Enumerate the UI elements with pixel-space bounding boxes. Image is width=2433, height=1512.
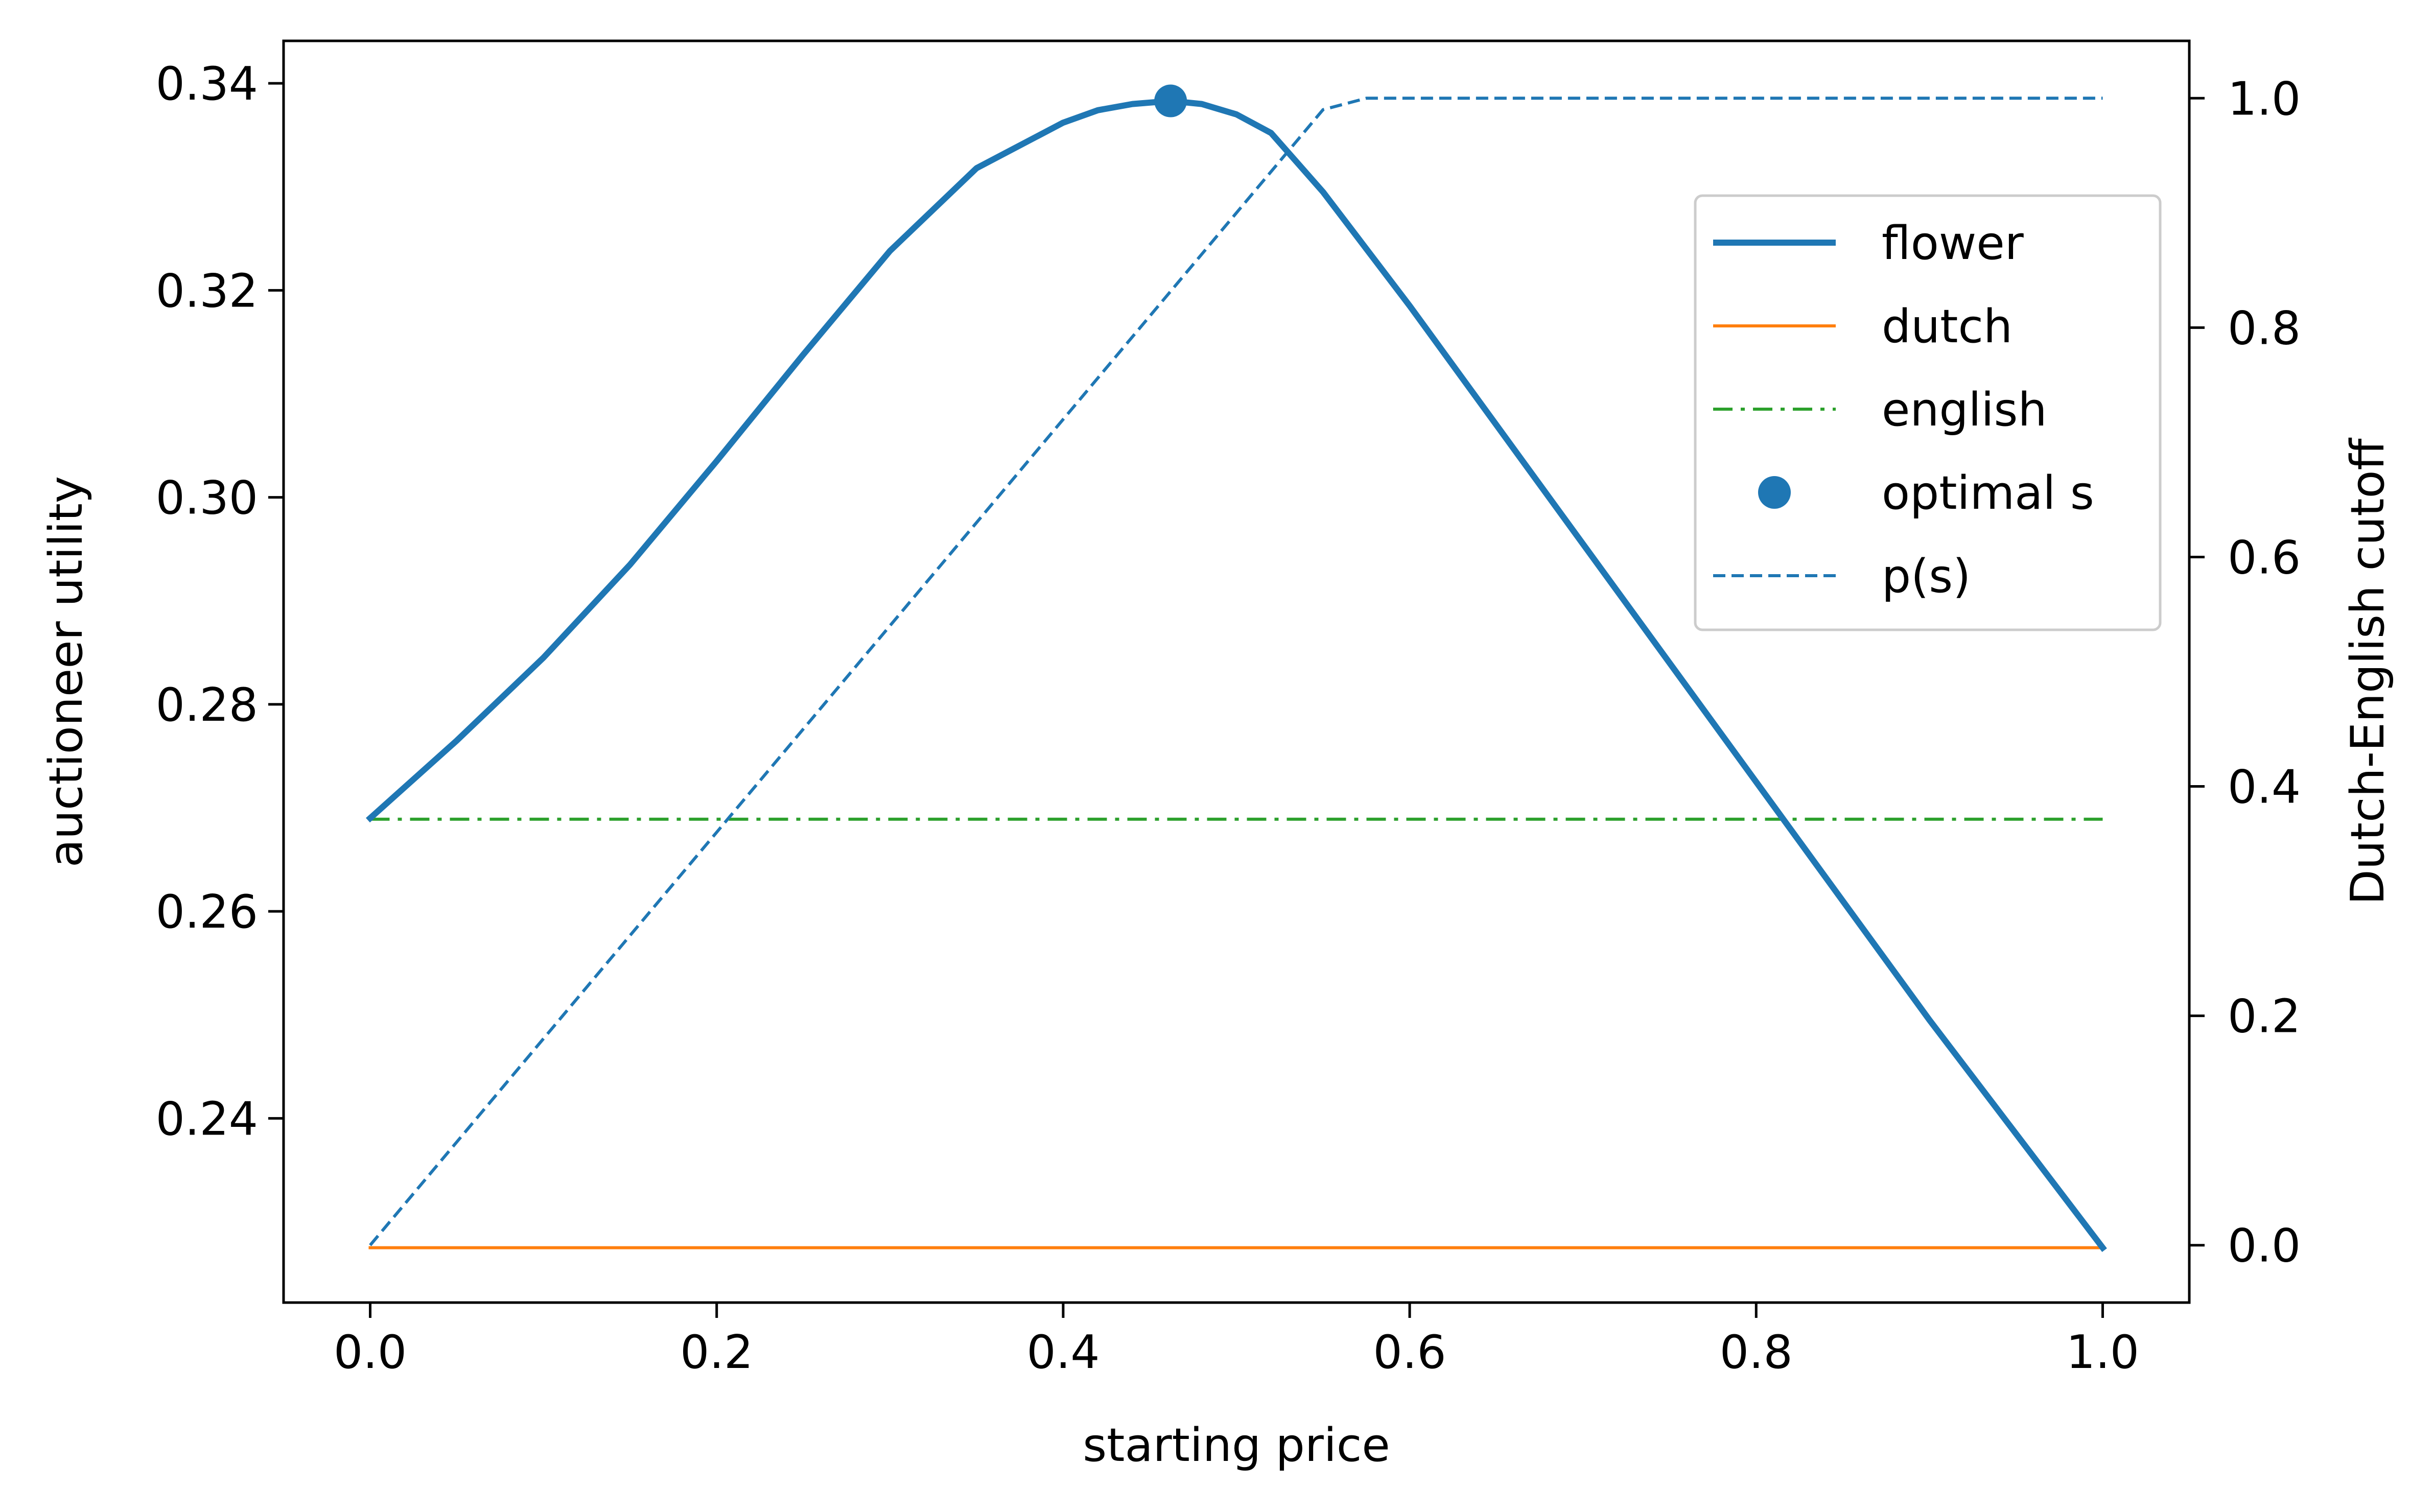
left-y-axis-ticks: 0.24 0.26 0.28 0.30 0.32 0.34: [156, 57, 284, 1146]
y2-tick-label: 0.8: [2228, 301, 2301, 355]
y2-tick-label: 0.6: [2228, 531, 2301, 584]
y-tick-label: 0.32: [156, 264, 258, 318]
legend-label-p-s: p(s): [1882, 550, 1971, 603]
plot-frame: [282, 39, 2191, 1304]
y-tick-label: 0.26: [156, 885, 258, 939]
legend-label-optimal-s: optimal s: [1882, 466, 2094, 520]
legend-label-dutch: dutch: [1882, 300, 2013, 353]
series-line-flower: [366, 98, 2107, 1253]
y2-tick-label: 0.4: [2228, 761, 2301, 814]
y2-tick-label: 0.0: [2228, 1219, 2301, 1273]
legend-box: [1694, 194, 2162, 631]
series-layer: [366, 84, 2107, 1253]
y2-tick-label: 1.0: [2228, 72, 2301, 126]
y-tick-label: 0.34: [156, 57, 258, 111]
x-axis-label: starting price: [1083, 1419, 1390, 1472]
legend-label-english: english: [1882, 383, 2047, 437]
y-tick-label: 0.24: [156, 1092, 258, 1146]
x-tick-label: 0.4: [1026, 1326, 1099, 1379]
y-tick-label: 0.28: [156, 678, 258, 732]
series-line-p-s: [369, 97, 2103, 1246]
legend-swatch-optimal-s: [1758, 476, 1791, 509]
right-y-axis-ticks: 0.0 0.2 0.4 0.6 0.8 1.0: [2189, 72, 2301, 1273]
x-tick-label: 0.2: [680, 1326, 753, 1379]
left-y-axis-label: auctioneer utility: [39, 476, 93, 867]
right-y-axis-label: Dutch-English cutoff: [2341, 437, 2395, 905]
legend: flower dutch english optimal s p(s): [1694, 194, 2162, 631]
x-tick-label: 0.6: [1373, 1326, 1446, 1379]
y2-tick-label: 0.2: [2228, 990, 2301, 1044]
optimal-s-marker: [1154, 84, 1187, 117]
y-tick-label: 0.30: [156, 471, 258, 525]
x-axis-ticks: 0.0 0.2 0.4 0.6 0.8 1.0: [334, 1303, 2139, 1379]
x-tick-label: 1.0: [2066, 1326, 2139, 1379]
x-tick-label: 0.8: [1720, 1326, 1793, 1379]
x-tick-label: 0.0: [334, 1326, 407, 1379]
legend-label-flower: flower: [1882, 217, 2024, 270]
legend-entries: flower dutch english optimal s p(s): [1713, 217, 2094, 603]
